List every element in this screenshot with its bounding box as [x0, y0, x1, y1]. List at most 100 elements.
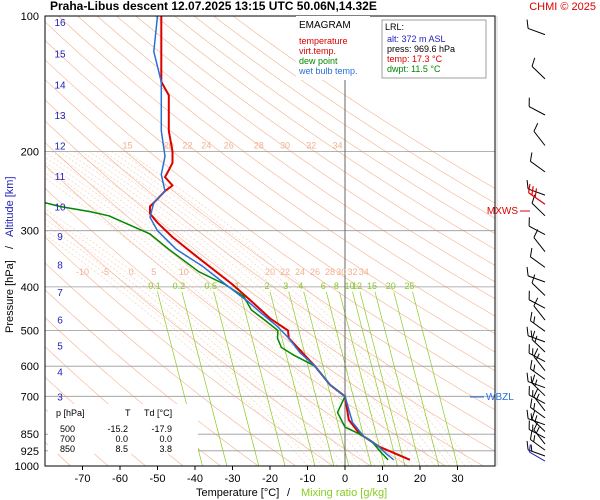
x-tick-label: 10: [376, 473, 388, 485]
table-cell: 8.5: [115, 444, 128, 454]
wind-barb: [533, 229, 546, 253]
mixing-ratio-label: 2: [264, 281, 269, 291]
wind-barb-flag: [535, 393, 540, 400]
wind-barb-flag: [528, 217, 530, 227]
wind-barb-flag: [535, 353, 540, 360]
x-axis-title-temperature: Temperature [°C]: [196, 487, 279, 499]
legend-virt-temp: virt.temp.: [299, 46, 336, 56]
moist-adiabat-line: [45, 177, 353, 466]
mixing-ratio-label: 15: [367, 281, 377, 291]
moist-adiabat-line: [66, 151, 413, 466]
legend-dew-point: dew point: [299, 56, 338, 66]
table-cell: 0.0: [115, 434, 128, 444]
adiabat-label: 22: [280, 267, 290, 277]
wind-barb-flag: [532, 390, 534, 397]
wind-barb-staff: [533, 305, 546, 321]
wind-barb-flag: [533, 364, 536, 372]
mixing-ratio-label: 4: [298, 281, 303, 291]
altitude-tick-label: 10: [54, 203, 66, 214]
dry-adiabat-line: [45, 59, 495, 391]
wind-barb-flag: [528, 183, 531, 193]
wind-barb-flag: [534, 335, 538, 343]
x-tick-label: -30: [225, 473, 241, 485]
wind-barb-staff: [530, 320, 546, 332]
table-cell: 0.0: [159, 434, 172, 444]
mixing-ratio-line: [352, 291, 398, 466]
adiabat-label: 5: [151, 267, 156, 277]
mixing-ratio-label: 0.2: [173, 281, 186, 291]
y-tick-label: 300: [21, 226, 39, 238]
adiabat-label: 34: [359, 267, 369, 277]
mixing-ratio-line: [181, 291, 228, 466]
wind-barb-staff: [533, 131, 546, 146]
wind-barb-flag: [531, 186, 534, 196]
wind-barb-flag: [533, 297, 539, 307]
moist-adiabat-line: [73, 151, 421, 466]
wind-barb-surface: [528, 444, 546, 462]
wind-barb-flag: [532, 424, 534, 432]
x-tick-label: 0: [342, 473, 348, 485]
wind-barb-flag: [529, 359, 533, 369]
wind-barb-flag: [528, 97, 530, 107]
wind-barb-flag: [533, 316, 536, 324]
wind-barb-flag: [532, 348, 534, 356]
wind-barb: [529, 311, 546, 332]
wind-barb-flag: [528, 290, 530, 300]
level-table: p [hPa] T Td [°C] 500 -15.2 -17.9 700 0.…: [48, 404, 198, 454]
x-axis-title-separator: /: [287, 487, 291, 499]
wind-barb: [531, 274, 546, 296]
wind-barb-flag: [529, 247, 533, 257]
altitude-tick-label: 13: [54, 111, 66, 122]
table-cell: -15.2: [107, 424, 128, 434]
x-axis-title-mixing: Mixing ratio [g/kg]: [301, 487, 387, 499]
mixing-ratio-label: 10: [344, 281, 354, 291]
dry-adiabat-line: [45, 99, 495, 431]
wind-barb-flag: [530, 330, 533, 338]
legend: EMAGRAM temperature virt.temp. dew point…: [296, 16, 370, 80]
wind-barb-flag: [526, 180, 529, 190]
y-tick-label: 400: [21, 282, 39, 294]
y-tick-label: 700: [21, 391, 39, 403]
altitude-tick-label: 12: [54, 142, 66, 153]
moist-adiabat-line: [45, 234, 308, 466]
wind-barb-flag: [533, 402, 536, 410]
altitude-tick-label: 3: [57, 392, 63, 403]
wind-barb: [531, 374, 546, 397]
altitude-tick-label: 11: [55, 172, 66, 183]
wind-barb-flag: [530, 376, 533, 383]
plot-area: [45, 16, 565, 466]
legend-title: EMAGRAM: [299, 20, 351, 31]
altitude-tick-label: 5: [57, 342, 63, 353]
wind-barb-staff: [528, 106, 546, 116]
wind-barb-flag: [530, 444, 533, 452]
adiabat-label: 24: [295, 267, 305, 277]
wind-barb-flag: [529, 430, 533, 440]
mixing-ratio-line: [269, 291, 316, 466]
y-tick-label: 925: [21, 446, 39, 458]
mixing-ratio-line: [412, 291, 458, 466]
mixing-ratio-label: 3: [283, 281, 288, 291]
adiabat-label: 32: [347, 267, 357, 277]
dry-adiabat-line: [193, 16, 495, 219]
mixing-ratio-line: [239, 291, 286, 466]
mixing-ratio-line: [339, 291, 385, 466]
dry-adiabat-line: [155, 16, 495, 250]
legend-wet-bulb: wet bulb temp.: [298, 66, 358, 76]
mixing-ratio-label: 0.5: [205, 281, 218, 291]
lrl-box: LRL: alt: 372 m ASL press: 969.6 hPa tem…: [381, 19, 487, 79]
altitude-tick-label: 14: [54, 81, 66, 92]
wind-barb-flag: [531, 274, 536, 284]
adiabat-label: 10: [179, 267, 189, 277]
adiabat-label: 30: [336, 267, 346, 277]
x-tick-label: 20: [414, 473, 426, 485]
wind-barb: [529, 359, 546, 380]
wind-barb-flag: [526, 266, 529, 276]
wind-barb-staff: [530, 160, 546, 173]
altitude-tick-label: 8: [57, 261, 63, 272]
wind-barb-flag: [530, 413, 533, 421]
adiabat-label: 28: [325, 267, 335, 277]
wind-barb-staff: [530, 368, 546, 380]
plot-frame: [44, 15, 496, 467]
